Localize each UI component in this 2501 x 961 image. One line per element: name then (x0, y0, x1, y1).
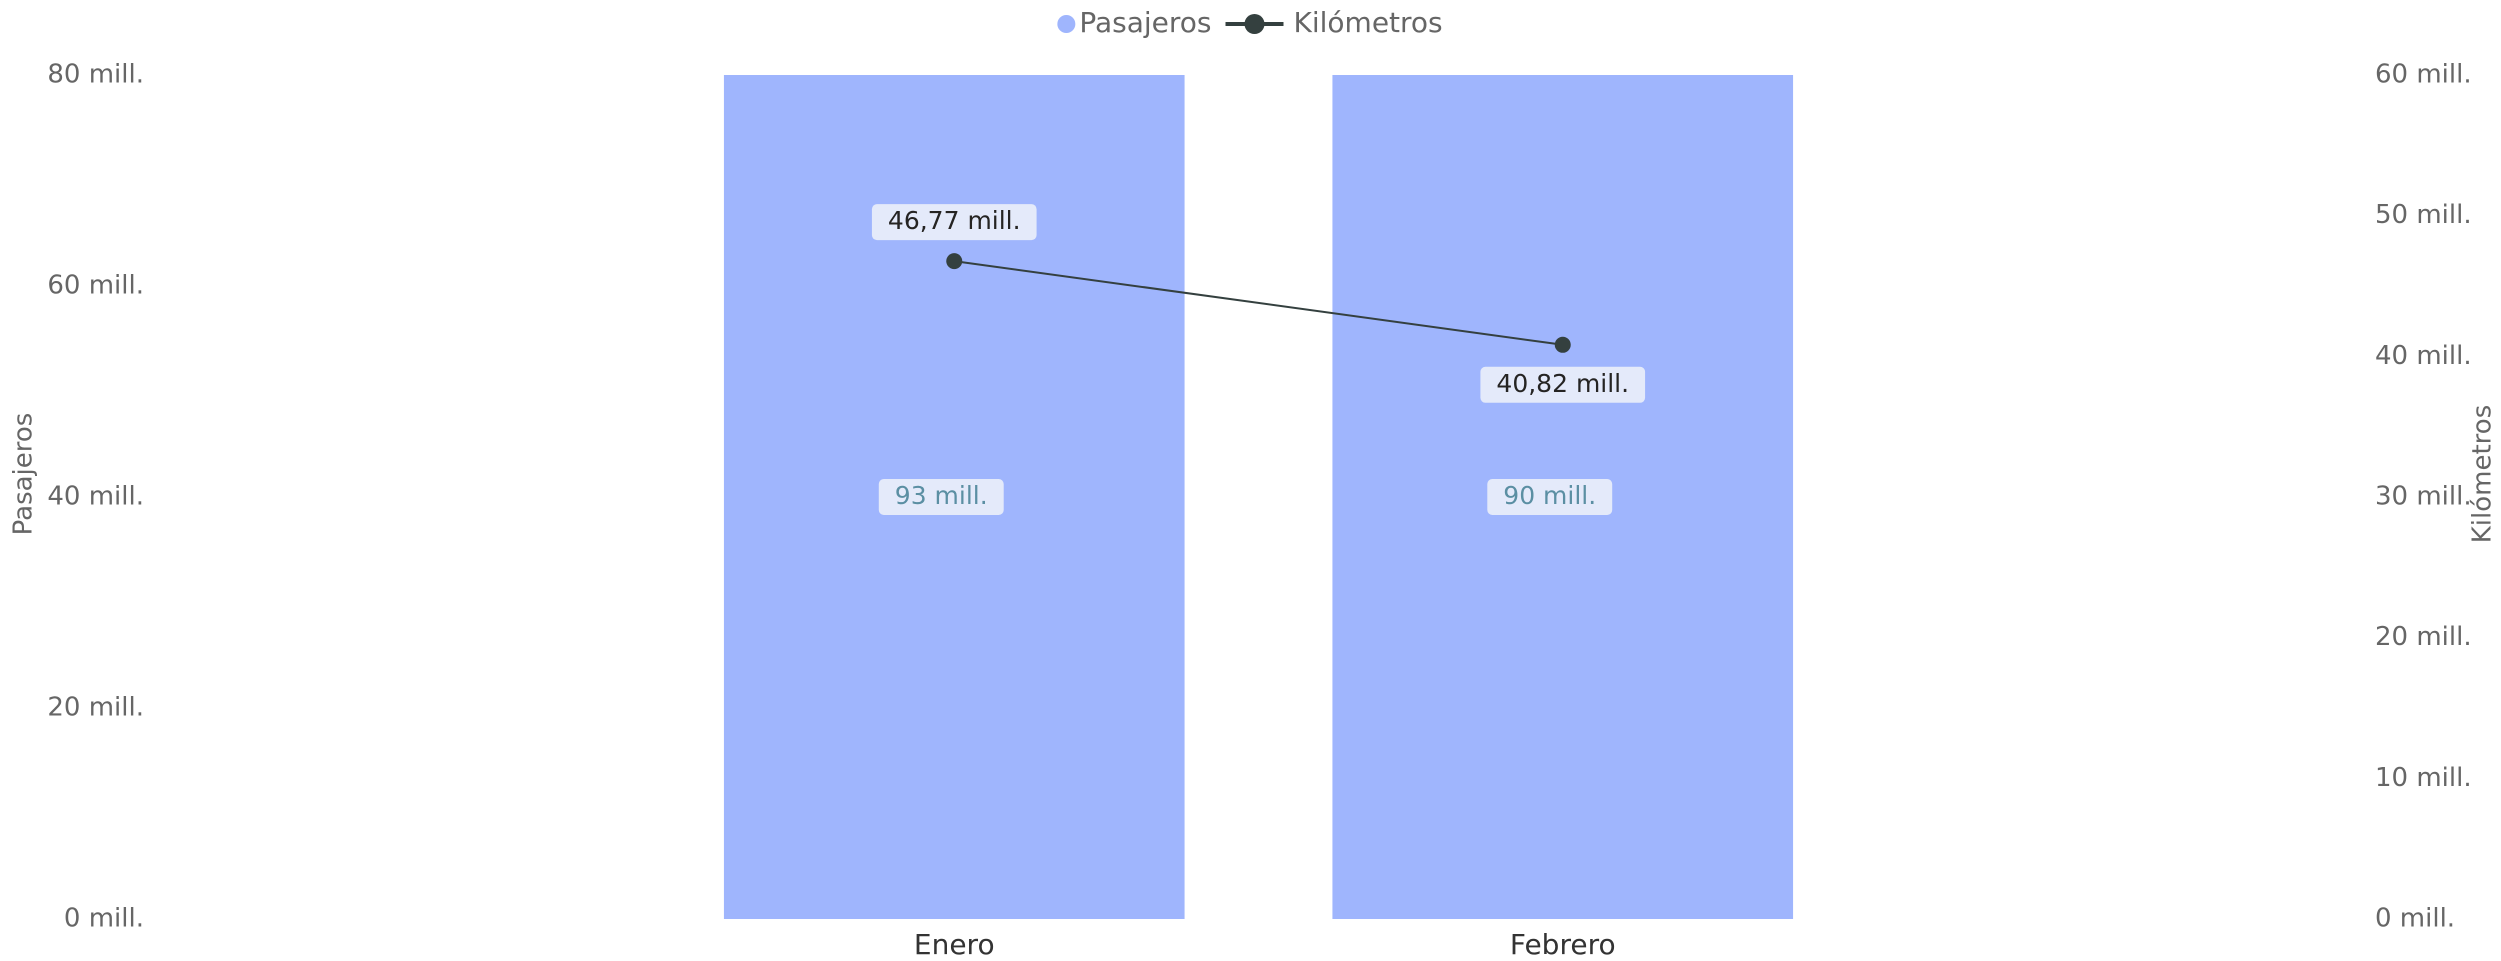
data-label: 40,82 mill. (1496, 369, 1629, 398)
legend-marker (1244, 14, 1265, 34)
bar (1332, 75, 1794, 919)
y-tick-label: 0 mill. (64, 904, 144, 934)
legend-label: Pasajeros (1079, 6, 1211, 39)
data-label-background (871, 204, 1037, 241)
data-label: 46,77 mill. (888, 206, 1021, 235)
y2-tick-label: 40 mill. (2375, 341, 2472, 371)
y-axis-title: Pasajeros (9, 413, 39, 536)
data-label-background (1487, 479, 1613, 515)
data-label-group: 90 mill. (1487, 479, 1613, 515)
bar (723, 75, 1185, 919)
legend-label: Kilómetros (1294, 6, 1443, 39)
y-tick-label: 60 mill. (47, 271, 144, 301)
y2-tick-label: 50 mill. (2375, 200, 2472, 230)
legend: Pasajeros Kilómetros (1057, 6, 1443, 39)
data-label: 90 mill. (1503, 481, 1596, 510)
y-tick-label: 80 mill. (47, 60, 144, 90)
y2-tick-label: 10 mill. (2375, 763, 2472, 793)
data-label-background (878, 479, 1004, 515)
data-label-background (1480, 366, 1646, 403)
y2-tick-label: 0 mill. (2375, 904, 2455, 934)
y2-tick-label: 30 mill. (2375, 482, 2472, 512)
legend-marker (1057, 15, 1076, 33)
line-marker (1554, 336, 1571, 353)
y-tick-label: 20 mill. (47, 693, 144, 723)
x-tick-label: Febrero (1510, 928, 1616, 961)
x-tick-label: Enero (914, 928, 995, 961)
y2-tick-label: 60 mill. (2375, 60, 2472, 90)
plot-area (723, 75, 1794, 919)
y2-axis-title: Kilómetros (2468, 405, 2498, 544)
data-label: 93 mill. (895, 481, 988, 510)
y2-tick-label: 20 mill. (2375, 622, 2472, 652)
data-label-group: 46,77 mill. (871, 204, 1037, 241)
y-tick-label: 40 mill. (47, 482, 144, 512)
line (954, 260, 1563, 346)
data-label-group: 93 mill. (878, 479, 1004, 515)
line-marker (946, 253, 963, 270)
data-label-group: 40,82 mill. (1480, 366, 1646, 403)
